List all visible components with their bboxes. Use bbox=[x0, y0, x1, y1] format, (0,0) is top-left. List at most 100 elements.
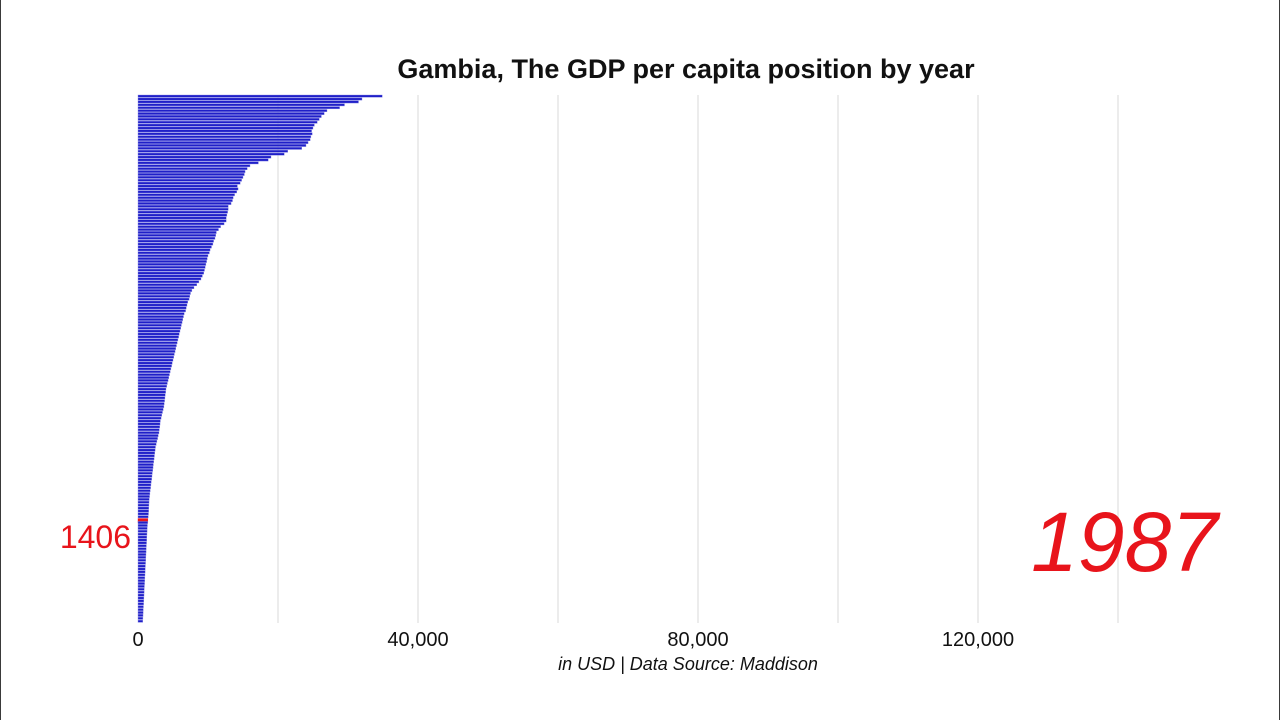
bar bbox=[138, 606, 143, 608]
bar bbox=[138, 553, 146, 555]
bar bbox=[138, 223, 224, 225]
bar bbox=[138, 136, 311, 138]
bar bbox=[138, 112, 324, 114]
bar bbox=[138, 243, 213, 245]
year-label: 1987 bbox=[900, 500, 1218, 584]
bar bbox=[138, 420, 160, 422]
bar bbox=[138, 443, 156, 445]
bar bbox=[138, 252, 209, 254]
bar bbox=[138, 608, 143, 610]
bar bbox=[138, 133, 312, 135]
x-tick-label: 40,000 bbox=[387, 629, 448, 651]
bar bbox=[138, 101, 359, 103]
bar bbox=[138, 344, 177, 346]
bar bbox=[138, 568, 145, 570]
bar bbox=[138, 539, 147, 541]
bar bbox=[138, 130, 312, 132]
bar bbox=[138, 507, 149, 509]
bar bbox=[138, 107, 340, 109]
bar bbox=[138, 179, 242, 181]
bar bbox=[138, 240, 214, 242]
bar bbox=[138, 440, 157, 442]
bar bbox=[138, 382, 167, 384]
bar bbox=[138, 350, 175, 352]
bar bbox=[138, 504, 149, 506]
bar bbox=[138, 260, 207, 262]
bar bbox=[138, 315, 184, 317]
bar bbox=[138, 356, 174, 358]
bar bbox=[138, 408, 163, 410]
bar bbox=[138, 368, 171, 370]
bar bbox=[138, 188, 238, 190]
bar bbox=[138, 278, 201, 280]
bar bbox=[138, 141, 308, 143]
bar bbox=[138, 199, 233, 201]
bar bbox=[138, 98, 362, 100]
bar bbox=[138, 469, 153, 471]
bar bbox=[138, 487, 151, 489]
bar bbox=[138, 495, 150, 497]
bar bbox=[138, 556, 146, 558]
bar bbox=[138, 452, 155, 454]
bar bbox=[138, 403, 164, 405]
bar bbox=[138, 463, 153, 465]
bar bbox=[138, 492, 150, 494]
bar bbox=[138, 301, 188, 303]
bar bbox=[138, 284, 197, 286]
bar bbox=[138, 327, 181, 329]
bar bbox=[138, 342, 177, 344]
bar bbox=[138, 217, 226, 219]
bar bbox=[138, 417, 161, 419]
bar bbox=[138, 397, 165, 399]
bar bbox=[138, 214, 227, 216]
bar bbox=[138, 144, 306, 146]
bar bbox=[138, 426, 160, 428]
bar bbox=[138, 548, 146, 550]
bar bbox=[138, 359, 173, 361]
bar bbox=[138, 362, 172, 364]
bar bbox=[138, 165, 250, 167]
bar bbox=[138, 611, 143, 613]
bar bbox=[138, 234, 216, 236]
bar bbox=[138, 220, 226, 222]
bar bbox=[138, 159, 268, 161]
bar bbox=[138, 446, 156, 448]
bar bbox=[138, 542, 147, 544]
bar bbox=[138, 246, 212, 248]
bar bbox=[138, 197, 233, 199]
bar bbox=[138, 266, 205, 268]
bar bbox=[138, 371, 170, 373]
bar bbox=[138, 461, 154, 463]
bar bbox=[138, 591, 144, 593]
bar bbox=[138, 275, 202, 277]
bar bbox=[138, 110, 327, 112]
bar bbox=[138, 121, 317, 123]
bar bbox=[138, 400, 165, 402]
bars bbox=[138, 95, 382, 622]
x-axis-ticks: 0 40,000 80,000 120,000 bbox=[132, 629, 1014, 651]
chart-caption: in USD | Data Source: Maddison bbox=[388, 654, 988, 675]
bar bbox=[138, 124, 314, 126]
x-tick-label: 0 bbox=[132, 629, 143, 651]
bar bbox=[138, 226, 221, 228]
bar bbox=[138, 579, 145, 581]
bar bbox=[138, 339, 178, 341]
bar bbox=[138, 194, 235, 196]
bar bbox=[138, 170, 245, 172]
bar bbox=[138, 162, 258, 164]
bar bbox=[138, 228, 219, 230]
bar bbox=[138, 318, 183, 320]
bar bbox=[138, 530, 147, 532]
bar bbox=[138, 324, 181, 326]
bar bbox=[138, 562, 146, 564]
bar bbox=[138, 588, 144, 590]
bar bbox=[138, 455, 154, 457]
bar bbox=[138, 620, 143, 622]
bar bbox=[138, 295, 190, 297]
bar bbox=[138, 490, 150, 492]
bar bbox=[138, 565, 145, 567]
bar bbox=[138, 434, 158, 436]
bar bbox=[138, 208, 228, 210]
bar bbox=[138, 391, 166, 393]
bar bbox=[138, 153, 284, 155]
